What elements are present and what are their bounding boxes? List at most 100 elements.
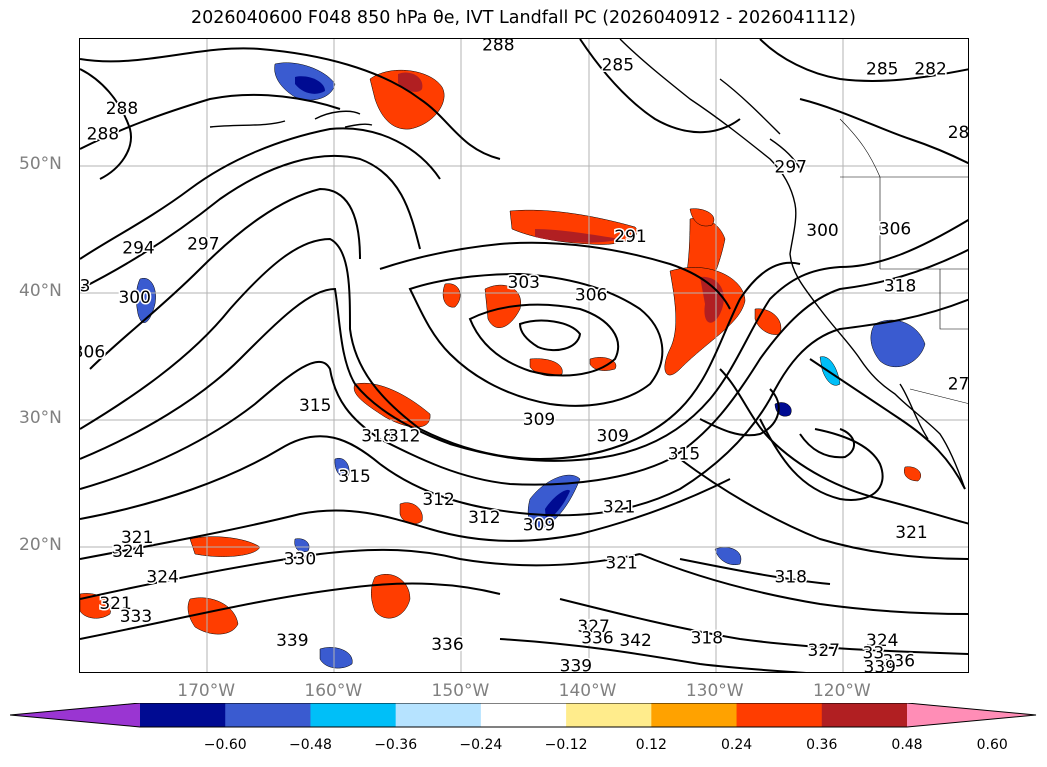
positive-patch — [371, 574, 411, 619]
contour-label: 336 — [883, 651, 915, 671]
latitude-tick-label: 50°N — [19, 154, 62, 174]
positive-patch-core — [398, 72, 423, 92]
contour-label: 327 — [808, 641, 840, 661]
contour-label: 309 — [597, 427, 629, 447]
colorbar-tick-label: −0.24 — [459, 737, 503, 753]
negative-patch — [136, 277, 156, 323]
contour-label: 336 — [581, 628, 613, 648]
contour-label: 339 — [276, 631, 308, 651]
longitude-tick-label: 140°W — [558, 681, 617, 701]
contour-label: 336 — [431, 635, 463, 655]
theta-e-contours — [80, 39, 968, 672]
contour-label: 318 — [691, 628, 723, 648]
contour-label: 28 — [948, 123, 969, 143]
contour-label: 324 — [146, 567, 178, 587]
colorbar-tick-label: −0.48 — [288, 737, 332, 753]
negative-patch-core — [295, 76, 325, 94]
contour-label: 306 — [575, 286, 607, 306]
map-canvas: 288 285 285 282 288 288 28 297 294 297 291 300 306 30… — [80, 39, 969, 673]
coastlines — [209, 39, 966, 490]
colorbar-bin — [225, 703, 311, 727]
negative-patch — [294, 538, 310, 553]
contour-label: 318 — [775, 567, 807, 587]
colorbar-tick-label: 0.48 — [891, 737, 923, 753]
contour-label: 27 — [948, 374, 969, 394]
contour-label: 321 — [121, 528, 153, 548]
colorbar-bin — [310, 703, 397, 727]
contour-label: 285 — [602, 56, 634, 76]
colorbar-bin — [651, 703, 738, 727]
contour-label: 300 — [118, 288, 150, 308]
contour-label: 33 — [863, 644, 885, 664]
longitude-tick-label: 170°W — [177, 681, 236, 701]
contour-label: 282 — [914, 59, 946, 79]
contour-label: 297 — [775, 157, 807, 177]
contour-label: 309 — [523, 410, 555, 430]
contour-label: 315 — [299, 396, 331, 416]
colorbar-bin — [821, 703, 908, 727]
colorbar-extend-high — [907, 703, 1037, 727]
contour-label: 288 — [482, 39, 514, 55]
colorbar-bin — [736, 703, 823, 727]
negative-patch — [319, 647, 353, 669]
contour-label: 321 — [895, 523, 927, 543]
positive-patch-core — [535, 229, 620, 243]
colorbar-bin — [566, 703, 652, 727]
contour-label: 339 — [864, 658, 896, 673]
contour-label: 318 — [884, 277, 916, 297]
colorbar-extend-low — [10, 703, 140, 727]
positive-patch — [904, 466, 921, 482]
contour-label: 333 — [120, 607, 152, 627]
contour-label: 312 — [388, 427, 420, 447]
colorbar-tick-label: 0.36 — [806, 737, 838, 753]
positive-patch — [664, 267, 746, 376]
positive-patch-core — [700, 276, 724, 323]
contour-label: 324 — [866, 631, 898, 651]
contour-label: 315 — [338, 467, 370, 487]
negative-patch-core — [545, 489, 570, 521]
longitude-tick-label: 160°W — [304, 681, 363, 701]
contour-label: 3 — [80, 277, 90, 297]
negative-patch — [334, 457, 350, 478]
colorbar-tick-label: −0.36 — [374, 737, 418, 753]
contour-label: 321 — [603, 498, 635, 518]
colorbar — [10, 703, 1037, 728]
positive-patch — [187, 597, 239, 635]
longitude-tick-label: 120°W — [812, 681, 871, 701]
positive-patch — [484, 284, 522, 328]
negative-patch — [714, 547, 742, 565]
graticule — [80, 39, 968, 672]
negative-patch — [870, 319, 926, 368]
contour-label: 300 — [806, 221, 838, 241]
latitude-tick-label: 30°N — [19, 408, 62, 428]
positive-patch — [80, 593, 112, 619]
contour-label: 342 — [619, 631, 651, 651]
contour-label: 288 — [87, 124, 119, 144]
positive-patch — [399, 502, 423, 525]
latitude-tick-label: 40°N — [19, 281, 62, 301]
colorbar-tick-label: 0.12 — [635, 737, 667, 753]
contour-labels: 288 285 285 282 288 288 28 297 294 297 291 300 306 30… — [80, 39, 969, 673]
longitude-tick-label: 150°W — [431, 681, 490, 701]
contour-label: 306 — [879, 220, 911, 240]
colorbar-tick-label: −0.60 — [203, 737, 247, 753]
latitude-tick-label: 20°N — [19, 535, 62, 555]
contour-label: 330 — [284, 550, 316, 570]
colorbar-bin — [140, 703, 226, 727]
positive-patch — [369, 69, 445, 130]
contour-label: 324 — [112, 542, 144, 562]
contour-label: 306 — [80, 343, 105, 363]
positive-patch — [589, 357, 617, 371]
colorbar-tick-label: −0.12 — [544, 737, 588, 753]
map-panel: 288 285 285 282 288 288 28 297 294 297 291 300 306 30… — [79, 38, 969, 673]
negative-patch — [819, 356, 841, 386]
contour-label: 312 — [422, 490, 454, 510]
contour-label: 294 — [122, 239, 154, 259]
colorbar-bin — [480, 703, 567, 727]
contour-label: 309 — [523, 515, 555, 535]
positive-patch — [689, 208, 715, 227]
contour-label: 318 — [361, 427, 393, 447]
colorbar-tick-label: 0.60 — [976, 737, 1008, 753]
positive-patch — [442, 283, 461, 308]
contour-label: 303 — [508, 273, 540, 293]
